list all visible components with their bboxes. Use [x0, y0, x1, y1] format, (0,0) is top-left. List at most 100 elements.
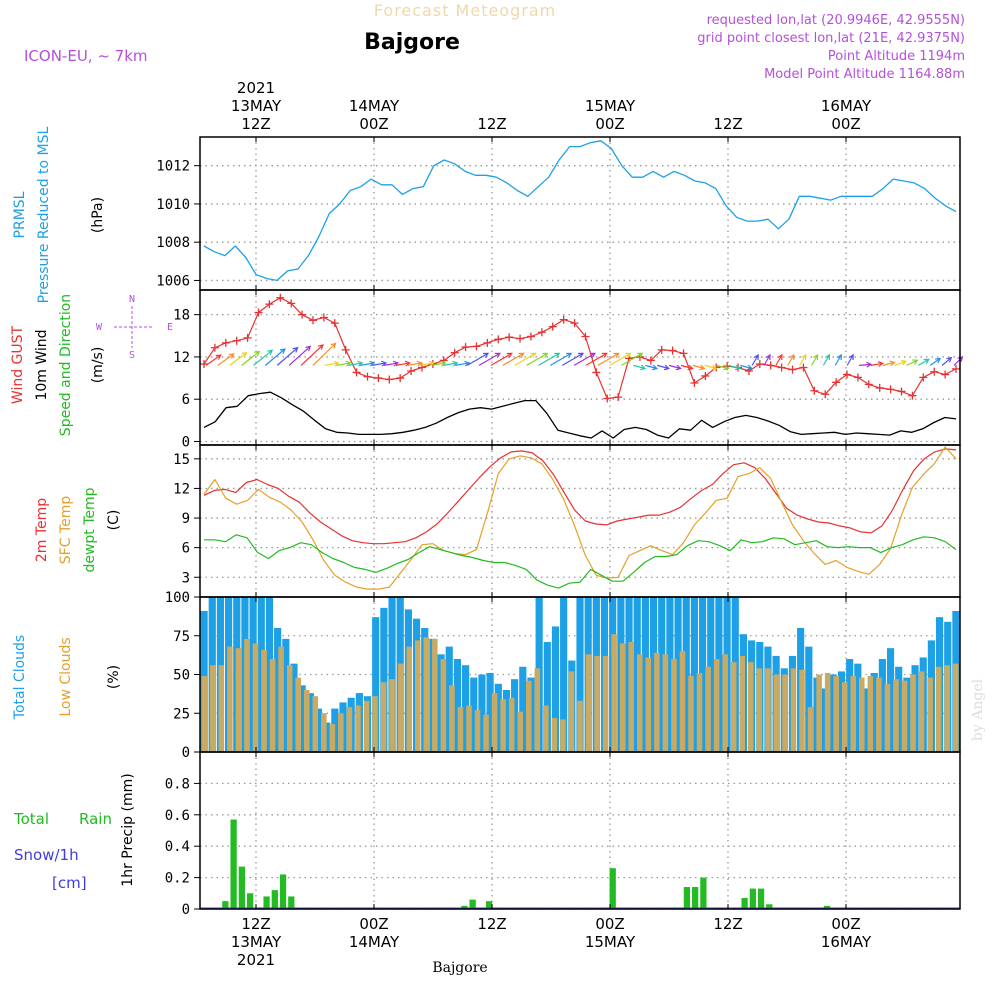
- wind-dir-arrow-head: [416, 360, 423, 367]
- temp-sfc-line: [203, 446, 957, 590]
- low-cloud-bar: [286, 665, 293, 752]
- wind-dir-arrow-head: [746, 364, 754, 371]
- low-cloud-bar: [363, 700, 370, 752]
- time-label-top: 15MAY: [585, 97, 636, 115]
- low-cloud-bar: [671, 659, 677, 752]
- wind-dir-arrow-head: [464, 360, 471, 367]
- total-cloud-bar: [543, 641, 551, 752]
- low-cloud-bar: [645, 657, 652, 752]
- low-cloud-bar: [380, 682, 387, 752]
- time-label-top: 14MAY: [349, 97, 400, 115]
- low-cloud-bar: [551, 717, 558, 752]
- low-cloud-bar: [901, 680, 908, 752]
- total-cloud-bar: [674, 597, 682, 752]
- gust-marker: [505, 333, 514, 342]
- wind-dir-arrow: [716, 364, 729, 370]
- pressure-line: [203, 140, 957, 282]
- rain-bar: [609, 868, 616, 909]
- wind-dir-arrow: [550, 352, 572, 366]
- wind-dir-arrow-head: [824, 353, 831, 361]
- time-label-bottom: 12Z: [241, 915, 270, 933]
- gust-marker: [657, 345, 666, 354]
- low-cloud-bar: [389, 679, 395, 752]
- wind-dir-arrow-head: [330, 342, 337, 349]
- low-cloud-bar: [329, 724, 336, 752]
- ytick-label-precip: 0.8: [165, 776, 190, 792]
- low-cloud-bar: [654, 652, 660, 752]
- wind-dir-arrow: [894, 360, 907, 366]
- wind-dir-arrow: [621, 352, 643, 366]
- wind-dir-arrow: [217, 353, 235, 366]
- cloud-unit: (%): [106, 665, 122, 689]
- total-cloud-bar: [314, 708, 323, 752]
- time-label-top: 00Z: [831, 115, 860, 133]
- footer-location: Bajgore: [432, 960, 487, 976]
- gust-marker: [298, 310, 307, 319]
- low-cloud-bar: [790, 668, 797, 752]
- wind-dir-arrow: [609, 352, 631, 366]
- rain-bar: [823, 905, 831, 909]
- low-cloud-bar: [312, 696, 319, 752]
- gust-marker: [766, 361, 775, 370]
- wind-dir-arrow: [324, 362, 339, 366]
- total-cloud-bar: [486, 672, 494, 752]
- low-cloud-bar: [372, 696, 378, 752]
- gust-marker: [941, 370, 950, 379]
- low-cloud-bar: [765, 668, 771, 752]
- low-cloud-bar: [474, 710, 481, 752]
- total-cloud-bar: [298, 685, 306, 752]
- ytick-label-wind: 0: [182, 434, 190, 450]
- wind-dir-arrow: [466, 352, 489, 366]
- total-cloud-bar: [690, 597, 698, 752]
- ytick-label-cloud: 75: [173, 629, 190, 645]
- wind-dir-arrow-head: [215, 354, 222, 360]
- gust-marker: [243, 333, 252, 342]
- wind-dir-arrow-head: [381, 360, 388, 367]
- low-cloud-bar: [397, 663, 404, 752]
- wind-dir-arrow-head: [912, 359, 919, 365]
- wind-dir-arrow-head: [801, 353, 807, 361]
- low-cloud-bar: [483, 714, 489, 752]
- total-cloud-bar: [462, 665, 470, 752]
- wind-dir-arrow: [704, 364, 717, 370]
- wind-dir-arrow-head: [428, 360, 435, 367]
- time-label-bottom: 00Z: [359, 915, 388, 933]
- gust-marker: [472, 342, 481, 351]
- ytick-label-cloud: 0: [182, 745, 190, 761]
- low-cloud-bar: [491, 693, 498, 752]
- low-cloud-bar: [807, 707, 814, 752]
- low-cloud-bar: [227, 646, 233, 752]
- wind-dir-arrow-head: [530, 352, 537, 358]
- gust-marker: [407, 367, 416, 376]
- low-cloud-bar: [577, 700, 583, 752]
- gust-marker: [777, 363, 786, 372]
- gust-marker: [352, 368, 361, 377]
- total-cloud-bar: [380, 607, 388, 752]
- time-label-bottom: 00Z: [831, 915, 860, 933]
- temp-2m-label: 2m Temp: [34, 498, 50, 562]
- gust-marker: [265, 300, 274, 309]
- wind-dir-arrow: [668, 364, 681, 370]
- total-cloud-bar: [290, 663, 298, 752]
- wind-dir-arrow: [822, 354, 830, 366]
- wind-gust-label: Wind GUST: [10, 325, 26, 404]
- gust-marker: [461, 343, 470, 352]
- gust-marker: [853, 373, 862, 382]
- wind-dir-arrow: [906, 359, 918, 366]
- wind-dir-arrow: [229, 352, 247, 366]
- rain-bar: [271, 890, 278, 909]
- wind-dir-arrow: [929, 358, 941, 366]
- low-cloud-bar: [406, 646, 412, 752]
- total-cloud-bar: [494, 683, 502, 752]
- temp-sfc-label: SFC Temp: [58, 496, 74, 565]
- wind-dir-arrow: [538, 352, 560, 366]
- wind-dir-arrow: [740, 364, 753, 370]
- time-label-bottom: 12Z: [477, 915, 506, 933]
- gust-marker: [614, 393, 623, 402]
- wind-dir-arrow-head: [333, 360, 340, 367]
- wind-dir-arrow-head: [228, 353, 235, 359]
- gust-marker: [821, 390, 830, 399]
- gust-marker: [581, 332, 590, 341]
- total-cloud-bar: [682, 597, 690, 752]
- low-cloud-bar: [440, 659, 447, 752]
